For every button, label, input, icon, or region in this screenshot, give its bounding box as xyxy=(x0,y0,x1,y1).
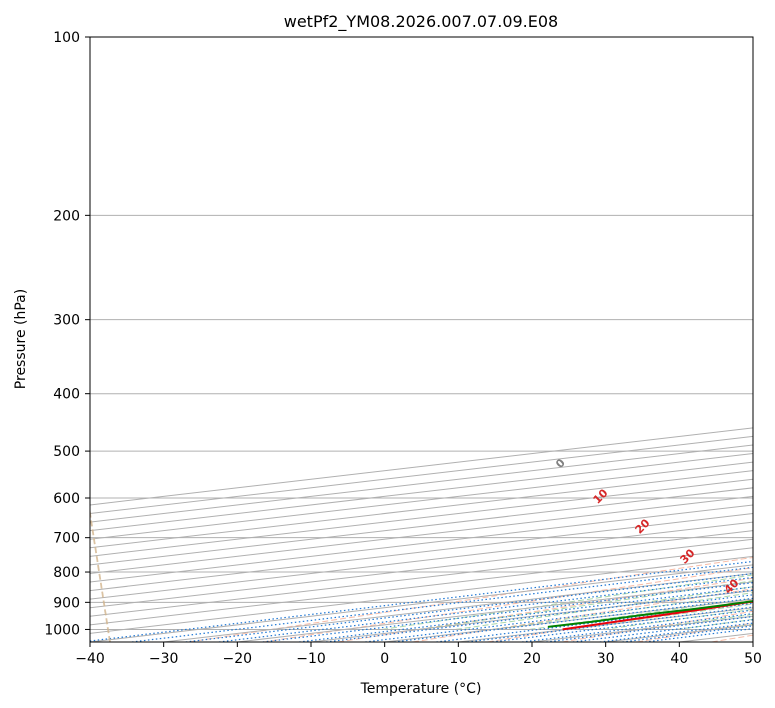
isotherm-line xyxy=(90,538,753,617)
x-tick-label: 20 xyxy=(523,651,541,667)
x-tick-label: 40 xyxy=(670,651,688,667)
moist-adiabat xyxy=(455,586,753,630)
y-tick-label: 900 xyxy=(53,595,80,611)
dry-adiabat xyxy=(412,588,753,642)
isotherm-line xyxy=(90,444,753,523)
y-tick-label: 400 xyxy=(53,387,80,403)
x-tick-label: −40 xyxy=(75,651,105,667)
y-tick-label: 200 xyxy=(53,208,80,224)
background-lines xyxy=(90,37,753,642)
x-tick-label: −10 xyxy=(296,651,326,667)
moist-adiabat xyxy=(713,623,753,630)
y-tick-label: 600 xyxy=(53,491,80,507)
adiabat-label: 20 xyxy=(633,516,653,536)
moist-adiabat xyxy=(418,580,753,630)
dry-adiabat xyxy=(636,622,753,642)
dry-adiabat xyxy=(338,577,753,642)
isotherm-line xyxy=(752,641,753,642)
isotherm-line xyxy=(90,487,753,566)
line-labels: 0.10.20.40.611.52346810131620253036-100-… xyxy=(553,456,742,597)
x-tick-label: −20 xyxy=(223,651,253,667)
dry-adiabat xyxy=(562,610,753,642)
moist-adiabat xyxy=(750,628,753,630)
moist-adiabat xyxy=(529,597,753,630)
dry-adiabat xyxy=(263,567,753,642)
mixing-ratio-line xyxy=(131,566,753,642)
x-tick-label: −30 xyxy=(149,651,179,667)
isotherm-line xyxy=(310,590,753,642)
chart-title: wetPf2_YM08.2026.007.07.09.E08 xyxy=(284,12,558,32)
moist-adiabat xyxy=(676,618,753,630)
mixing-ratio-line xyxy=(546,615,753,642)
isotherm-line xyxy=(90,504,753,583)
mixing-ratio-line xyxy=(522,613,753,642)
y-axis-label: Pressure (hPa) xyxy=(13,289,29,389)
y-tick-label: 800 xyxy=(53,565,80,581)
mixing-ratio-line xyxy=(185,572,753,642)
y-tick-label: 700 xyxy=(53,531,80,547)
x-tick-label: 50 xyxy=(744,651,762,667)
isotherm-line xyxy=(90,530,753,609)
isotherm-line xyxy=(90,521,753,600)
dewpoint-profile xyxy=(547,600,753,628)
mixing-ratio-line xyxy=(492,609,753,642)
y-tick-label: 300 xyxy=(53,313,80,329)
mixing-ratio-line xyxy=(467,606,753,642)
isotherm-line xyxy=(90,435,753,515)
dry-adiabat xyxy=(188,556,753,642)
mixing-ratio-line xyxy=(90,560,753,642)
isotherm-line xyxy=(90,547,753,626)
x-axis-label: Temperature (°C) xyxy=(360,681,482,697)
mixing-ratio-line xyxy=(365,594,753,642)
isotherm-line xyxy=(90,427,753,506)
y-tick-label: 500 xyxy=(53,444,80,460)
y-tick-label: 1000 xyxy=(44,622,80,638)
y-tick-label: 100 xyxy=(53,30,80,46)
x-tick-label: 30 xyxy=(597,651,615,667)
isotherm-line xyxy=(90,495,753,574)
axes: −40 −30 −20 −10 0 10 20 30 40 50 100 200 300 400 500 60… xyxy=(44,30,762,667)
isotherm-line xyxy=(90,453,753,532)
x-tick-label: 0 xyxy=(380,651,389,667)
dry-adiabat xyxy=(487,599,753,642)
isotherm-line xyxy=(90,470,753,549)
isotherm-line xyxy=(90,478,753,557)
moist-adiabat xyxy=(566,603,753,630)
x-tick-label: 10 xyxy=(449,651,467,667)
isotherm-line xyxy=(90,461,753,540)
plot-frame xyxy=(89,36,754,643)
isotherm-line xyxy=(90,513,753,592)
moist-adiabat xyxy=(382,574,753,630)
wetbulb-curve xyxy=(90,507,111,642)
